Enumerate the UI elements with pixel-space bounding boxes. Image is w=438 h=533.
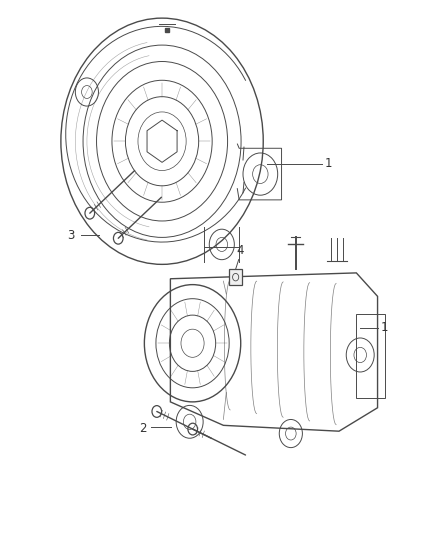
FancyBboxPatch shape [229, 269, 242, 285]
Text: 1: 1 [380, 321, 388, 334]
Text: 2: 2 [139, 422, 147, 435]
Text: 4: 4 [236, 244, 244, 257]
Text: 3: 3 [67, 229, 74, 242]
Text: 1: 1 [325, 157, 332, 170]
